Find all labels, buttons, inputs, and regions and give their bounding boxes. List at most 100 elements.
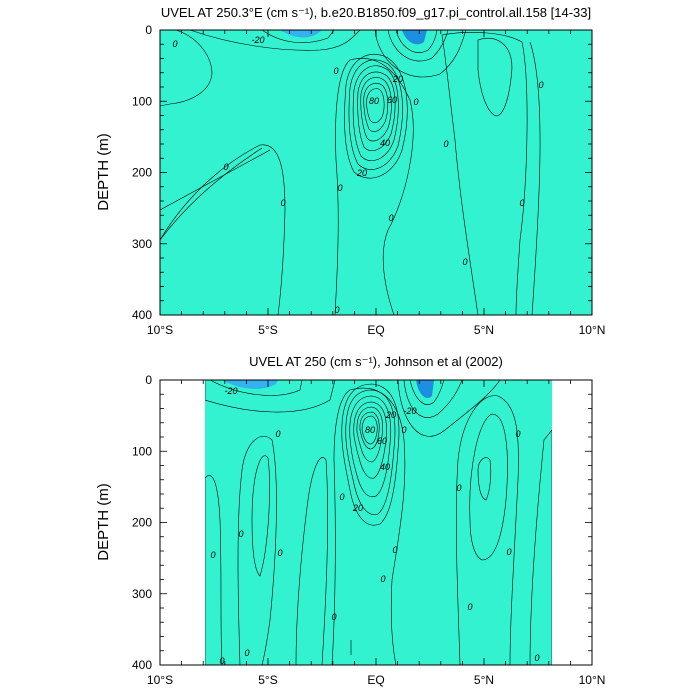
bottom-y-axis-label: DEPTH (m) (95, 483, 112, 561)
bottom-clabel: 20 (352, 503, 363, 513)
bottom-fill-neg-east-2 (403, 380, 463, 418)
bottom-y-tick-label: 0 (145, 373, 152, 387)
top-contour-line (529, 41, 541, 315)
bottom-core-50 (353, 401, 387, 479)
top-clabel: 0 (462, 257, 467, 267)
bottom-y-tick-label: 100 (132, 444, 152, 458)
top-y-tick-label: 300 (132, 237, 152, 251)
bottom-clabel: 0 (339, 492, 344, 502)
bottom-contour-field (205, 380, 552, 665)
bottom-x-tick-label: 10°S (147, 673, 173, 687)
bottom-fill-neg-west-3 (222, 380, 278, 389)
top-clabel: 0 (337, 183, 342, 193)
bottom-title: UVEL AT 250 (cm s⁻¹), Johnson et al (200… (249, 354, 503, 369)
top-clabel: 60 (387, 95, 397, 105)
bottom-y-tick-label: 400 (132, 658, 152, 672)
bottom-clabel: 0 (515, 429, 520, 439)
top-core-40 (352, 65, 399, 161)
top-contour-line (160, 147, 263, 241)
top-fill-green-eq (334, 58, 414, 315)
bottom-fill-neg-east (397, 380, 501, 437)
top-clabel: 40 (380, 138, 390, 148)
bottom-core-40 (349, 395, 392, 498)
bottom-fill-green-e (529, 429, 552, 665)
bottom-clabel: 80 (365, 425, 375, 435)
bottom-fill-neg-west-2 (209, 380, 303, 396)
bottom-fill-yellow-ne (477, 457, 492, 501)
top-clabel: 0 (388, 213, 393, 223)
top-y-tick-label: 100 (132, 94, 152, 108)
bottom-fill-lime-ne (469, 413, 508, 561)
top-x-tick-label: 5°N (474, 323, 494, 337)
top-core-50 (357, 71, 396, 151)
bottom-clabel: 60 (377, 436, 387, 446)
top-fill-lime-ne (477, 38, 513, 117)
bottom-fill-green-ne (455, 395, 519, 665)
top-clabel: 0 (519, 198, 524, 208)
top-y-axis-label: DEPTH (m) (95, 133, 112, 211)
bottom-fill-green-w1 (205, 475, 223, 665)
bottom-clabel: 0 (277, 548, 282, 558)
top-contour-labels: 0 -20 0 0 0 0 0 0 0 0 0 0 0 20 20 40 60 … (172, 35, 543, 315)
bottom-x-tick-label: 5°S (258, 673, 277, 687)
top-x-tick-label: 10°N (579, 323, 606, 337)
top-fill-green-sw (160, 144, 286, 315)
top-x-tick-label: 5°S (258, 323, 277, 337)
bottom-contour-labels: -20 -20 0 0 0 0 0 0 0 0 0 0 0 0 0 0 0 0 … (210, 386, 539, 666)
top-core-60 (360, 77, 392, 142)
top-clabel: 0 (538, 80, 543, 90)
top-clabel: 0 (172, 39, 177, 49)
bottom-clabel: 0 (401, 425, 406, 435)
bottom-core-70 (359, 411, 380, 450)
top-fill-green-nw (160, 30, 213, 107)
top-core-80 (366, 88, 385, 123)
top-title: UVEL AT 250.3°E (cm s⁻¹), b.e20.B1850.f0… (161, 5, 591, 20)
top-fill-neg-east (374, 30, 467, 78)
top-y-tick-label: 400 (132, 308, 152, 322)
bottom-fill-lime-w2 (251, 455, 270, 577)
top-fill-neg-east-4 (402, 30, 427, 45)
top-clabel: -20 (251, 35, 264, 45)
top-x-tick-label: EQ (367, 323, 384, 337)
top-fill-green-ne (441, 32, 528, 315)
bottom-x-tick-label: 5°N (474, 673, 494, 687)
top-y-tick-label: 0 (145, 23, 152, 37)
top-clabel: 0 (223, 162, 228, 172)
top-clabel: 0 (334, 305, 339, 315)
bottom-clabel: 0 (238, 529, 243, 539)
bottom-clabel: 0 (456, 483, 461, 493)
top-clabel: 0 (280, 198, 285, 208)
bottom-clabel: -20 (224, 386, 237, 396)
top-clabel: 0 (443, 139, 448, 149)
top-fill-neg-west (189, 30, 361, 51)
top-clabel: 0 (413, 97, 418, 107)
bottom-clabel: 0 (534, 653, 539, 663)
bottom-clabel: 40 (380, 462, 390, 472)
top-core-30 (348, 59, 403, 170)
top-contour-line (160, 149, 271, 211)
bottom-fill-green-w2 (237, 435, 277, 665)
top-clabel: 0 (333, 66, 338, 76)
top-x-tick-label: 10°S (147, 323, 173, 337)
bottom-y-tick-label: 200 (132, 516, 152, 530)
top-fill-neg-east-3 (395, 30, 438, 53)
bottom-panel: UVEL AT 250 (cm s⁻¹), Johnson et al (200… (95, 354, 605, 687)
bottom-clabel: 0 (331, 612, 336, 622)
top-panel: UVEL AT 250.3°E (cm s⁻¹), b.e20.B1850.f0… (95, 5, 605, 337)
bottom-core-80 (361, 415, 378, 445)
top-clabel: 20 (392, 74, 403, 84)
bottom-clabel: 0 (275, 429, 280, 439)
top-clabel: 20 (356, 168, 367, 178)
bottom-clabel: -20 (403, 406, 416, 416)
bottom-clabel: 20 (385, 410, 396, 420)
top-contour-field (160, 30, 592, 315)
bottom-core-30 (345, 389, 396, 515)
top-fill-base (160, 30, 592, 315)
bottom-core-60 (356, 406, 383, 463)
bottom-fill-neg-east-4 (416, 380, 434, 399)
bottom-x-tick-label: EQ (367, 673, 384, 687)
bottom-clabel: 0 (467, 602, 472, 612)
